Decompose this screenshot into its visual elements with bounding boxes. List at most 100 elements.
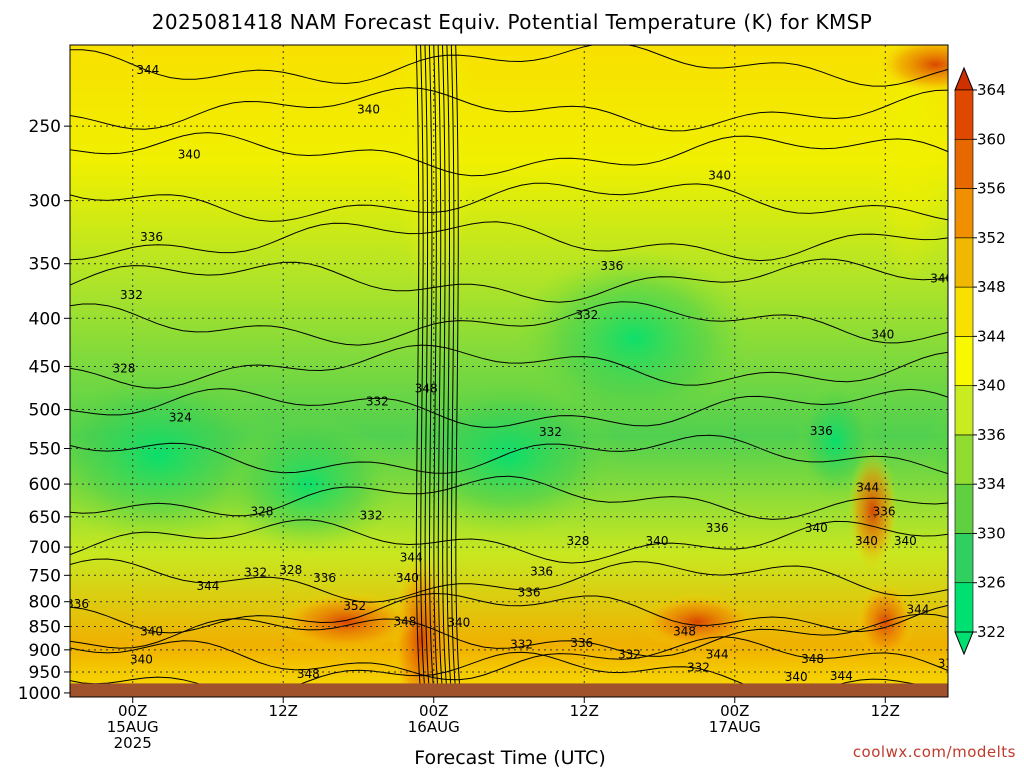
contour-label: 340 — [140, 624, 163, 638]
colorbar-swatch — [954, 385, 974, 436]
contour-line — [70, 258, 948, 303]
shading-blob — [920, 405, 948, 507]
contour-line — [70, 636, 948, 681]
x-tick-label: 15AUG — [107, 718, 159, 736]
contour-label: 328 — [279, 563, 302, 577]
contour-label: 340 — [178, 148, 201, 162]
plot-area: 344 340 340 336 332 328 324 328 332 332 348 332 332 3… — [66, 45, 1012, 697]
colorbar-swatch — [954, 188, 974, 239]
contour-label: 340 — [447, 616, 470, 630]
contour-labels: 344 340 340 336 332 328 324 328 332 332 348 332 332 3… — [66, 63, 1012, 684]
y-tick-label: 750 — [29, 566, 61, 586]
contour-label: 336 — [810, 424, 833, 438]
contour-line — [70, 182, 948, 222]
contour-label: 336 — [873, 505, 896, 519]
contour-label: 344 — [706, 647, 729, 661]
contour-label: 332 — [360, 509, 383, 523]
y-tick-label: 900 — [29, 641, 61, 661]
contour-line — [70, 388, 948, 428]
colorbar-label: 322 — [977, 623, 1006, 641]
contour-label: 340 — [930, 272, 953, 286]
contour-label: 336 — [66, 597, 89, 611]
contour-label: 344 — [136, 63, 159, 77]
y-tick-label: 950 — [29, 663, 61, 683]
contour-line — [70, 434, 948, 475]
contour-line — [455, 45, 460, 684]
contour-label: 340 — [855, 534, 878, 548]
y-tick-label: 600 — [29, 475, 61, 495]
y-tick-label: 350 — [29, 255, 61, 275]
colorbar-swatch — [954, 434, 974, 485]
contour-line — [70, 558, 948, 603]
contour-line — [70, 613, 948, 657]
x-tick-label: 00Z — [720, 702, 749, 720]
contour-line — [70, 475, 948, 520]
contour-label: 344 — [856, 480, 879, 494]
contour-label: 340 — [894, 534, 917, 548]
y-tick-label: 850 — [29, 617, 61, 637]
x-axis-label: Forecast Time (UTC) — [414, 747, 605, 768]
colorbar-label: 336 — [977, 426, 1006, 444]
colorbar-label: 356 — [977, 180, 1006, 198]
contour-label: 328 — [250, 505, 273, 519]
colorbar-swatch — [954, 582, 974, 633]
contour-label: 340 — [708, 168, 731, 182]
x-tick-label: 12Z — [269, 702, 298, 720]
contour-label: 348 — [393, 615, 416, 629]
y-tick-label: 500 — [29, 401, 61, 421]
contour-line — [442, 45, 447, 684]
y-tick-label: 300 — [29, 192, 61, 212]
contour-line — [70, 45, 948, 87]
contour-label: 328 — [112, 361, 135, 375]
contour-label: 332 — [618, 647, 641, 661]
x-tick-label: 00Z — [118, 702, 147, 720]
shading-blob — [875, 45, 948, 95]
contour-label: 336 — [938, 656, 961, 670]
contour-label: 324 — [169, 411, 192, 425]
y-tick-label: 450 — [29, 357, 61, 377]
contour-label: 332 — [244, 566, 267, 580]
shading-blob — [275, 591, 416, 652]
contour-line — [70, 344, 948, 389]
grid-lines — [70, 45, 948, 697]
colorbar-swatch — [954, 533, 974, 584]
contour-line — [70, 221, 948, 262]
contour-label: 348 — [415, 382, 438, 396]
contour-label: 348 — [801, 652, 824, 666]
contour-label: 328 — [567, 534, 590, 548]
x-tick-label: 00Z — [419, 702, 448, 720]
colorbar-swatch — [954, 286, 974, 337]
contour-label: 340 — [871, 327, 894, 341]
contour-line — [437, 45, 443, 684]
contour-lines — [70, 45, 948, 696]
colorbar-swatch — [954, 336, 974, 386]
colorbar-swatch — [954, 89, 974, 140]
contour-line — [70, 592, 948, 634]
colorbar-arrow-bottom — [954, 631, 974, 656]
contour-label: 348 — [989, 592, 1012, 606]
contour-line — [450, 45, 456, 684]
below-ground-surface — [70, 683, 948, 697]
colorbar-swatch — [954, 483, 974, 534]
contour-label: 344 — [197, 579, 220, 593]
contour-label: 332 — [539, 425, 562, 439]
contour-label: 348 — [673, 624, 696, 638]
contour-label: 336 — [518, 585, 541, 599]
contour-label: 332 — [366, 394, 389, 408]
contour-label: 348 — [297, 667, 320, 681]
contour-label: 340 — [646, 534, 669, 548]
contour-line — [420, 45, 425, 684]
colorbar-label: 352 — [977, 229, 1006, 247]
contour-line — [433, 45, 439, 684]
shading-blob — [514, 248, 755, 429]
contour-label: 340 — [785, 670, 808, 684]
contour-label: 332 — [120, 288, 143, 302]
y-tick-label: 650 — [29, 508, 61, 528]
colorbar-swatch — [954, 237, 974, 288]
contour-label: 340 — [396, 571, 419, 585]
plot-border — [69, 44, 949, 698]
y-tick-label: 250 — [29, 117, 61, 137]
colorbar-label: 364 — [977, 81, 1006, 99]
shading-blob — [637, 593, 758, 650]
colorbar-label: 344 — [977, 327, 1006, 345]
